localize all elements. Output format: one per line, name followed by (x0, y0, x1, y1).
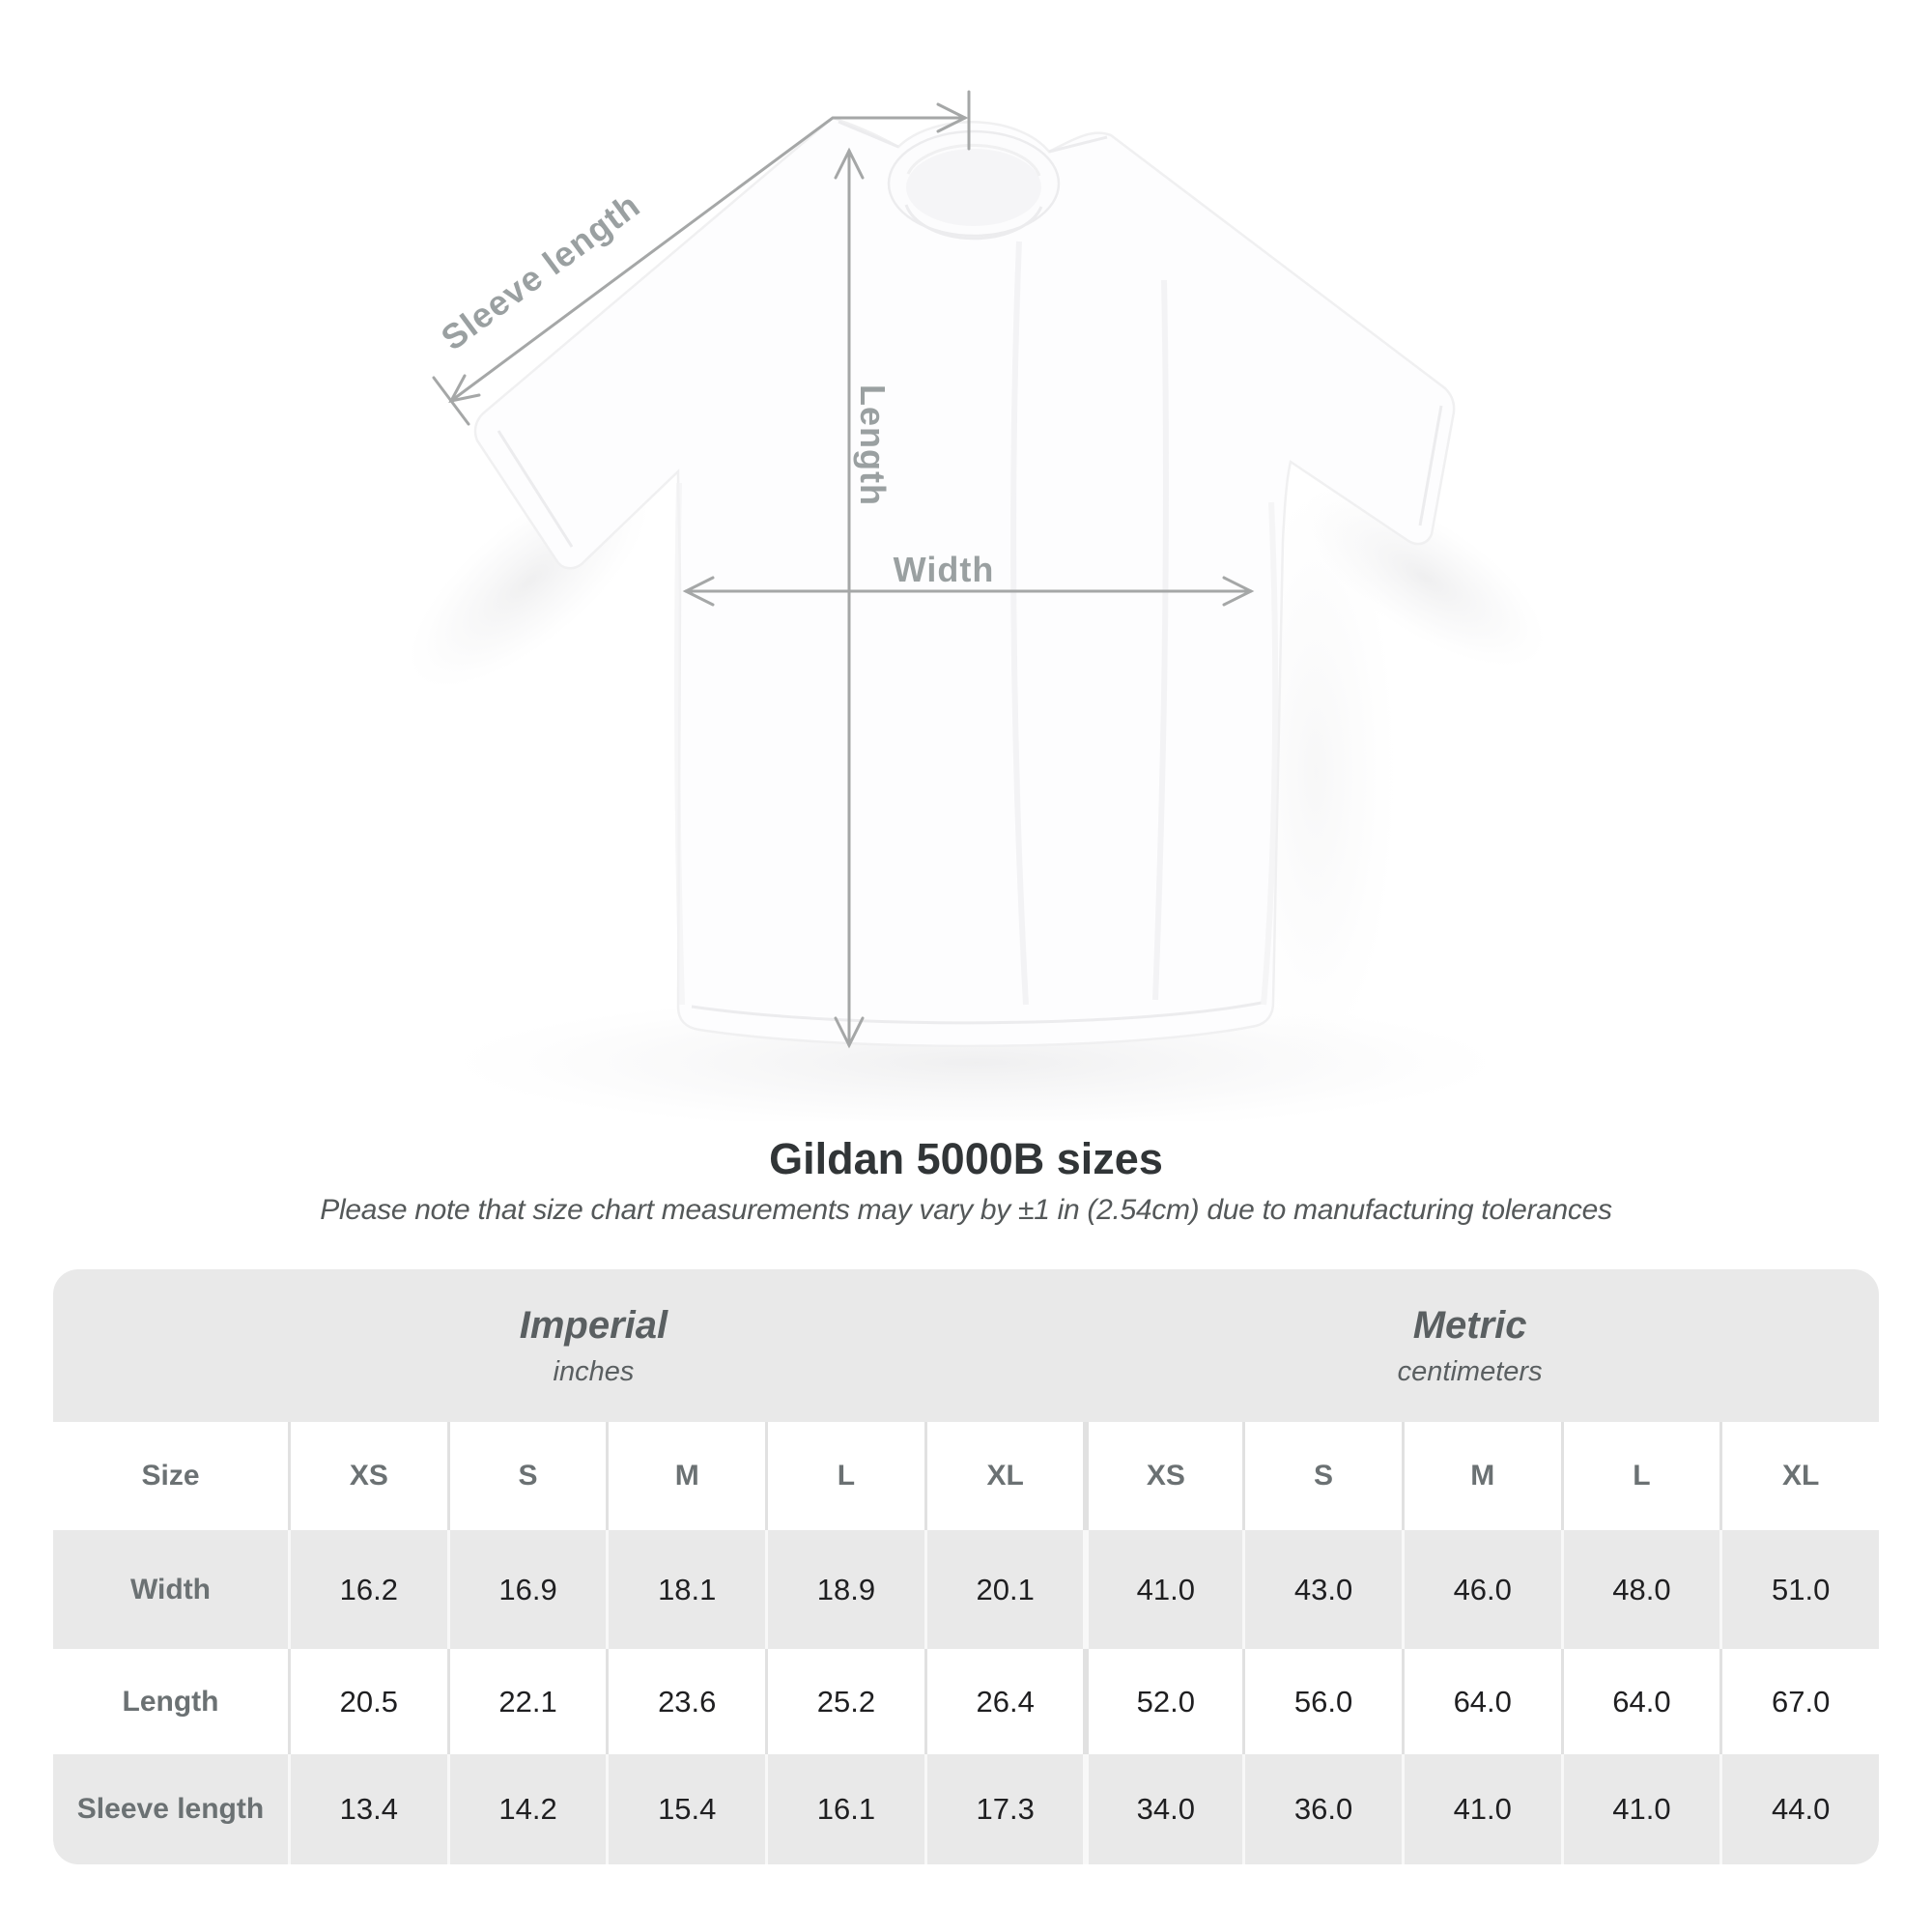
column-header-metric-m: M (1401, 1422, 1561, 1530)
cell-value: 25.2 (765, 1649, 924, 1754)
row-label: Width (53, 1530, 288, 1649)
width-arrowhead-right (1222, 576, 1255, 607)
cell-value: 22.1 (446, 1649, 607, 1754)
cell-value: 64.0 (1401, 1649, 1561, 1754)
row-label: Sleeve length (53, 1754, 288, 1864)
cell-value: 64.0 (1560, 1649, 1720, 1754)
tolerance-note: Please note that size chart measurements… (320, 1194, 1612, 1226)
cell-value: 48.0 (1560, 1530, 1720, 1649)
measurement-lines (432, 90, 1255, 1049)
cell-value: 16.2 (288, 1530, 447, 1649)
column-header-imperial-s: S (446, 1422, 607, 1530)
width-label: Width (894, 550, 995, 589)
cell-value: 18.9 (765, 1530, 924, 1649)
row-label: Length (53, 1649, 288, 1754)
column-header-imperial-m: M (606, 1422, 766, 1530)
column-header-metric-xl: XL (1719, 1422, 1879, 1530)
cell-value: 41.0 (1083, 1530, 1243, 1649)
sleeve-length-arrowhead (448, 374, 481, 404)
metric-group-header: Metric centimeters (1398, 1269, 1543, 1422)
cell-value: 13.4 (288, 1754, 447, 1864)
size-column-header: Size (53, 1422, 288, 1530)
cell-value: 67.0 (1719, 1649, 1879, 1754)
column-header-metric-xs: XS (1083, 1422, 1243, 1530)
cell-value: 52.0 (1083, 1649, 1243, 1754)
collar-inner (906, 149, 1041, 226)
tshirt-illustration (473, 116, 1456, 1048)
cell-value: 17.3 (923, 1754, 1084, 1864)
cell-value: 46.0 (1401, 1530, 1561, 1649)
sleeve-length-label: Sleeve length (434, 185, 647, 357)
cell-value: 44.0 (1719, 1754, 1879, 1864)
tshirt-measurement-diagram: Sleeve length Length Width (408, 90, 1547, 1121)
cell-value: 23.6 (606, 1649, 766, 1754)
size-chart-table: Imperial inches Metric centimeters Size … (53, 1269, 1879, 1864)
sleeve-length-end-tick (432, 376, 470, 426)
cell-value: 36.0 (1242, 1754, 1402, 1864)
cell-value: 18.1 (606, 1530, 766, 1649)
imperial-group-header: Imperial inches (520, 1269, 668, 1422)
sleeve-length-arrowhead-right (936, 102, 969, 133)
column-header-metric-s: S (1242, 1422, 1402, 1530)
cell-value: 20.5 (288, 1649, 447, 1754)
cell-value: 16.9 (446, 1530, 607, 1649)
cell-value: 20.1 (923, 1530, 1084, 1649)
column-header-imperial-l: L (765, 1422, 924, 1530)
cell-value: 41.0 (1401, 1754, 1561, 1864)
width-arrowhead-left (682, 576, 715, 607)
cell-value: 43.0 (1242, 1530, 1402, 1649)
column-header-imperial-xs: XS (288, 1422, 447, 1530)
cell-value: 51.0 (1719, 1530, 1879, 1649)
unit-band: Imperial inches Metric centimeters (53, 1269, 1879, 1422)
sleeve-length-line (449, 116, 967, 403)
length-arrowhead-top (834, 147, 865, 180)
metric-unit-label: centimeters (1397, 1356, 1543, 1387)
shirt-shadow (408, 474, 1547, 1121)
cell-value: 41.0 (1560, 1754, 1720, 1864)
page-title: Gildan 5000B sizes (769, 1134, 1163, 1183)
cell-value: 14.2 (446, 1754, 607, 1864)
imperial-label: Imperial (519, 1304, 668, 1347)
column-header-imperial-xl: XL (923, 1422, 1084, 1530)
cell-value: 15.4 (606, 1754, 766, 1864)
tshirt-body (473, 116, 1456, 1048)
cell-value: 16.1 (765, 1754, 924, 1864)
collar-outer (887, 129, 1061, 238)
cell-value: 56.0 (1242, 1649, 1402, 1754)
imperial-unit-label: inches (553, 1356, 635, 1387)
cell-value: 34.0 (1083, 1754, 1243, 1864)
column-header-metric-l: L (1560, 1422, 1720, 1530)
length-arrowhead-bottom (834, 1016, 865, 1049)
metric-label: Metric (1412, 1304, 1527, 1347)
length-label: Length (853, 384, 893, 506)
cell-value: 26.4 (923, 1649, 1084, 1754)
size-grid: Size XS S M L XL XS S M L XL Width 16.2 … (53, 1422, 1879, 1864)
